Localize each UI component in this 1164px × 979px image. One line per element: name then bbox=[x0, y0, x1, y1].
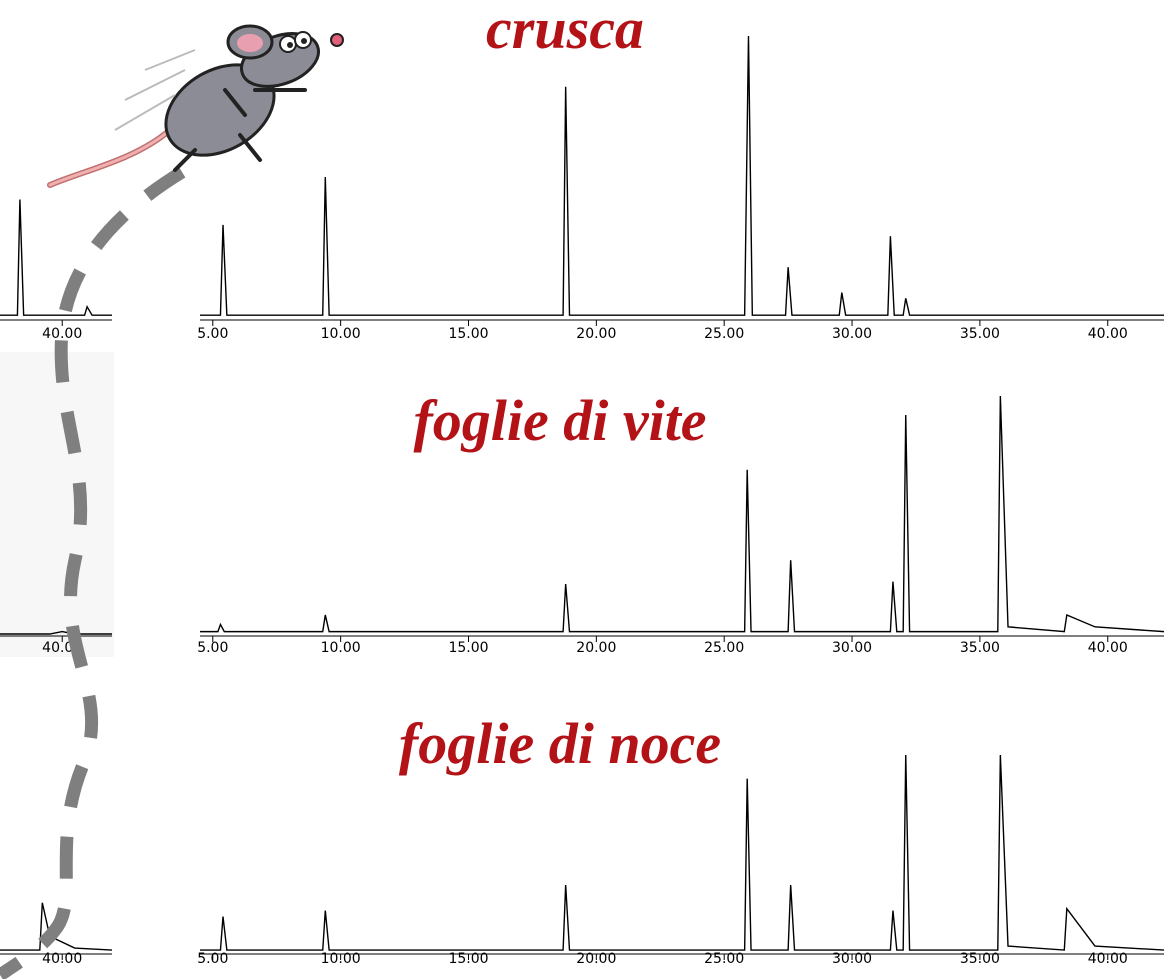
partial-panel bbox=[0, 352, 114, 657]
x-tick-label: 35.00 bbox=[960, 951, 1000, 967]
x-tick-label: 35.00 bbox=[960, 640, 1000, 656]
x-tick-label: 25.00 bbox=[704, 326, 744, 342]
page: 5.00 10.00 15.00 20.00 25.00 30.00 35.00 40.00 c… bbox=[0, 0, 1164, 979]
x-tick-label: 20.00 bbox=[576, 951, 616, 967]
x-tick-label: 5.00 bbox=[197, 640, 228, 656]
x-tick-label: 10.00 bbox=[321, 640, 361, 656]
x-tick-label: 10.00 bbox=[321, 326, 361, 342]
x-tick-label: 40.00 bbox=[42, 951, 82, 967]
x-tick-label: 15.00 bbox=[448, 640, 488, 656]
x-tick-label: 40.00 bbox=[1088, 951, 1128, 967]
x-tick-label: 30.00 bbox=[832, 951, 872, 967]
x-tick-label: 10.00 bbox=[321, 951, 361, 967]
x-tick-label: 5.00 bbox=[197, 326, 228, 342]
x-tick-label: 20.00 bbox=[576, 640, 616, 656]
x-tick-label: 30.00 bbox=[832, 640, 872, 656]
x-tick-label: 40.00 bbox=[42, 326, 82, 342]
x-tick-label: 25.00 bbox=[704, 640, 744, 656]
x-tick-label: 20.00 bbox=[576, 326, 616, 342]
x-tick-label: 5.00 bbox=[197, 951, 228, 967]
x-tick-label: 30.00 bbox=[832, 326, 872, 342]
x-tick-label: 15.00 bbox=[448, 951, 488, 967]
chart-title: foglie di vite bbox=[413, 388, 706, 453]
x-tick-label: 25.00 bbox=[704, 951, 744, 967]
x-tick-label: 40.00 bbox=[1088, 640, 1128, 656]
x-tick-label: 40.00 bbox=[1088, 326, 1128, 342]
chart-title: foglie di noce bbox=[399, 711, 721, 776]
x-tick-label: 35.00 bbox=[960, 326, 1000, 342]
slide: 5.00 10.00 15.00 20.00 25.00 30.00 35.00 40.00 c… bbox=[0, 0, 1164, 979]
x-tick-label: 15.00 bbox=[448, 326, 488, 342]
chart-title: crusca bbox=[486, 0, 644, 61]
